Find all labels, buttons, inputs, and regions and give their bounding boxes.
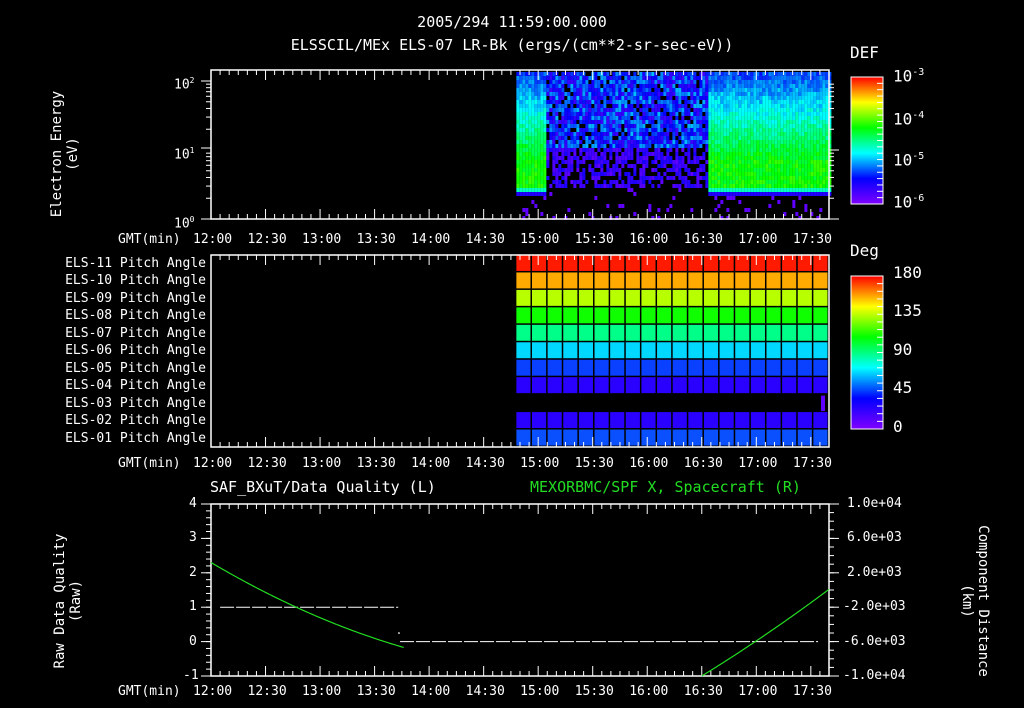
- orbit-line-descending: [210, 561, 404, 649]
- quality-ytick-label: 2: [189, 564, 197, 580]
- distance-ytick-label: -2.0e+03: [843, 599, 906, 615]
- def-colorbar-tick: 10-3: [893, 66, 925, 86]
- xaxis-tick-label: 13:00: [302, 684, 342, 699]
- pitch-angle-row-label: ELS-04 Pitch Angle: [65, 378, 206, 394]
- xaxis-tick-label: 16:00: [629, 456, 669, 471]
- deg-colorbar-tick: 45: [893, 378, 913, 397]
- xaxis-tick-label: 13:00: [302, 456, 342, 471]
- xaxis-row-2: GMT(min): [0, 457, 1024, 473]
- energy-yticks: [201, 80, 839, 220]
- def-colorbar-title: DEF: [850, 43, 879, 62]
- quality-ytick-label: -1: [183, 668, 199, 683]
- distance-ytick-label: 1.0e+04: [847, 496, 902, 511]
- distance-ytick-label: -6.0e+03: [843, 633, 906, 649]
- def-colorbar-tick: 10-4: [893, 109, 925, 129]
- quality-ytick-label: 4: [189, 496, 197, 511]
- xaxis-tick-label: 16:30: [683, 232, 723, 247]
- xaxis-label: GMT(min): [118, 684, 181, 699]
- pitch-angle-row-label: ELS-09 Pitch Angle: [65, 290, 206, 306]
- deg-colorbar-tick: 180: [893, 263, 922, 282]
- energy-ytick-1: 100: [174, 215, 195, 232]
- xaxis-tick-label: 17:30: [792, 232, 832, 247]
- xaxis-tick-label: 12:00: [193, 456, 233, 471]
- xaxis-tick-label: 17:00: [738, 456, 778, 471]
- quality-orbit-lines: [201, 503, 839, 677]
- xaxis-tick-label: 13:30: [356, 684, 396, 699]
- quality-ylabel: Raw Data Quality (Raw): [52, 533, 84, 669]
- xaxis-tick-label: 12:30: [247, 684, 287, 699]
- xaxis-tick-label: 15:30: [574, 456, 614, 471]
- plot-subtitle: ELSSCIL/MEx ELS-07 LR-Bk (ergs/(cm**2-sr…: [290, 36, 734, 54]
- xaxis-row-3: GMT(min): [0, 685, 1024, 701]
- xaxis-tick-label: 12:00: [193, 684, 233, 699]
- energy-ytick-10: 101: [174, 146, 195, 163]
- pitch-angle-row-label: ELS-05 Pitch Angle: [65, 360, 206, 376]
- xaxis-tick-label: 14:30: [465, 456, 505, 471]
- xaxis-tick-label: 13:30: [356, 456, 396, 471]
- xaxis-tick-label: 16:30: [683, 684, 723, 699]
- xaxis-tick-label: 12:30: [247, 456, 287, 471]
- def-colorbar-tick: 10-6: [893, 192, 925, 212]
- pitch-angle-row-label: ELS-11 Pitch Angle: [65, 256, 206, 271]
- distance-ytick-label: 2.0e+03: [847, 564, 902, 580]
- xaxis-tick-label: 14:00: [411, 684, 451, 699]
- orbit-plot-title: MEXORBMC/SPF X, Spacecraft (R): [530, 478, 801, 496]
- pitch-angle-row-label: ELS-10 Pitch Angle: [65, 273, 206, 289]
- deg-colorbar-title: Deg: [850, 241, 879, 260]
- xaxis-tick-label: 12:00: [193, 232, 233, 247]
- orbit-line-ascending: [701, 588, 830, 677]
- xaxis-tick-label: 17:00: [738, 232, 778, 247]
- quality-ytick-label: 1: [189, 599, 197, 615]
- pitch-angle-grid: [516, 255, 828, 446]
- xaxis-row-1: GMT(min): [0, 233, 1024, 249]
- quality-ytick-label: 0: [189, 633, 197, 649]
- xaxis-tick-label: 15:00: [520, 684, 560, 699]
- pitch-angle-row-label: ELS-02 Pitch Angle: [65, 413, 206, 429]
- xaxis-tick-label: 14:00: [411, 232, 451, 247]
- xaxis-tick-label: 13:00: [302, 232, 342, 247]
- quality-orbit-axes: [210, 503, 830, 677]
- xaxis-tick-label: 15:30: [574, 684, 614, 699]
- xaxis-tick-label: 14:00: [411, 456, 451, 471]
- pitch-angle-axes: [210, 254, 830, 448]
- energy-ytick-100: 102: [174, 76, 195, 93]
- xaxis-tick-label: 15:30: [574, 232, 614, 247]
- xaxis-tick-label: 13:30: [356, 232, 396, 247]
- xaxis-tick-label: 16:00: [629, 232, 669, 247]
- xaxis-tick-label: 17:30: [792, 684, 832, 699]
- xaxis-tick-label: 17:30: [792, 456, 832, 471]
- def-colorbar-tick: 10-5: [893, 150, 925, 170]
- xaxis-tick-label: 15:00: [520, 456, 560, 471]
- pitch-angle-row-label: ELS-03 Pitch Angle: [65, 395, 206, 411]
- distance-ylabel: Component Distance (km): [959, 525, 991, 677]
- pitch-angle-row-label: ELS-07 Pitch Angle: [65, 325, 206, 341]
- xaxis-tick-label: 16:00: [629, 684, 669, 699]
- pitch-angle-row-label: ELS-06 Pitch Angle: [65, 343, 206, 359]
- energy-ylabel: Electron Energy (eV): [49, 90, 81, 218]
- xaxis-tick-label: 17:00: [738, 684, 778, 699]
- xaxis-label: GMT(min): [118, 456, 181, 471]
- distance-ytick-label: -1.0e+04: [843, 668, 906, 683]
- plot-timestamp: 2005/294 11:59:00.000: [417, 13, 607, 31]
- xaxis-tick-label: 15:00: [520, 232, 560, 247]
- pitch-angle-row-label: ELS-08 Pitch Angle: [65, 308, 206, 324]
- distance-ytick-label: 6.0e+03: [847, 530, 902, 546]
- deg-colorbar-tick: 90: [893, 340, 913, 359]
- quality-ytick-label: 3: [189, 530, 197, 546]
- deg-colorbar-tick: 0: [893, 417, 903, 436]
- xaxis-label: GMT(min): [118, 232, 181, 247]
- quality-plot-title: SAF_BXuT/Data Quality (L): [210, 478, 436, 496]
- pitch-angle-row-label: ELS-01 Pitch Angle: [65, 430, 206, 446]
- xaxis-tick-label: 12:30: [247, 232, 287, 247]
- xaxis-tick-label: 14:30: [465, 232, 505, 247]
- deg-colorbar-tick: 135: [893, 301, 922, 320]
- energy-spectrogram-cells: [516, 72, 832, 220]
- energy-axes: [210, 69, 830, 220]
- xaxis-tick-label: 16:30: [683, 456, 723, 471]
- xaxis-tick-label: 14:30: [465, 684, 505, 699]
